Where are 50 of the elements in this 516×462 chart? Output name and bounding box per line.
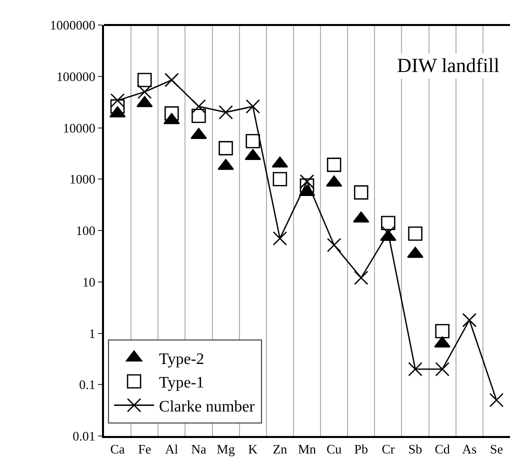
point	[246, 134, 260, 148]
y-tick-label: 10	[82, 274, 96, 290]
point	[489, 392, 504, 408]
y-tick-label: 0.1	[79, 377, 96, 392]
x-tick-label: Fe	[138, 442, 152, 457]
point	[462, 312, 477, 328]
x-tick-label: Sb	[408, 442, 422, 457]
point	[272, 172, 288, 186]
point	[435, 324, 450, 338]
legend-label: Type-2	[159, 350, 204, 368]
y-tick-label: 100	[76, 223, 96, 238]
point	[272, 231, 288, 246]
point	[164, 106, 179, 121]
point	[408, 362, 422, 376]
point	[164, 72, 179, 88]
x-tick-label: Na	[191, 442, 207, 457]
x-tick-label: K	[248, 442, 258, 457]
point	[381, 216, 396, 230]
y-tick-label: 10000	[62, 120, 96, 136]
x-tick-label: Cr	[382, 442, 396, 457]
point	[435, 362, 450, 376]
point	[326, 158, 342, 172]
y-tick-label: 1	[88, 326, 96, 341]
y-tick-label: 0.01	[72, 428, 96, 444]
point	[137, 72, 152, 88]
x-tick-label: Zn	[272, 442, 288, 457]
point	[300, 178, 314, 193]
y-tick-label: 1000	[69, 172, 96, 187]
x-tick-label: Cd	[434, 442, 450, 457]
x-tick-label: Cu	[326, 442, 342, 457]
point	[246, 99, 260, 114]
x-tick-label: Al	[165, 442, 179, 457]
x-tick-label: Mn	[298, 442, 317, 457]
point	[218, 105, 233, 120]
legend-label: Type-1	[159, 374, 204, 392]
annotation: DIW landfill	[397, 55, 500, 77]
x-tick-label: Mg	[216, 442, 236, 457]
x-tick-label: Se	[490, 442, 504, 457]
x-tick-label: Pb	[354, 442, 368, 457]
y-tick-label: 100000	[56, 68, 96, 84]
x-tick-label: Ca	[110, 442, 125, 457]
point	[192, 108, 206, 124]
point	[354, 185, 368, 200]
point	[218, 141, 233, 156]
point	[137, 84, 152, 99]
legend-label: Clarke number	[159, 398, 256, 416]
point	[110, 99, 125, 114]
y-tick-label: 1000000	[50, 18, 96, 33]
point	[408, 226, 422, 241]
x-tick-label: As	[462, 442, 477, 457]
